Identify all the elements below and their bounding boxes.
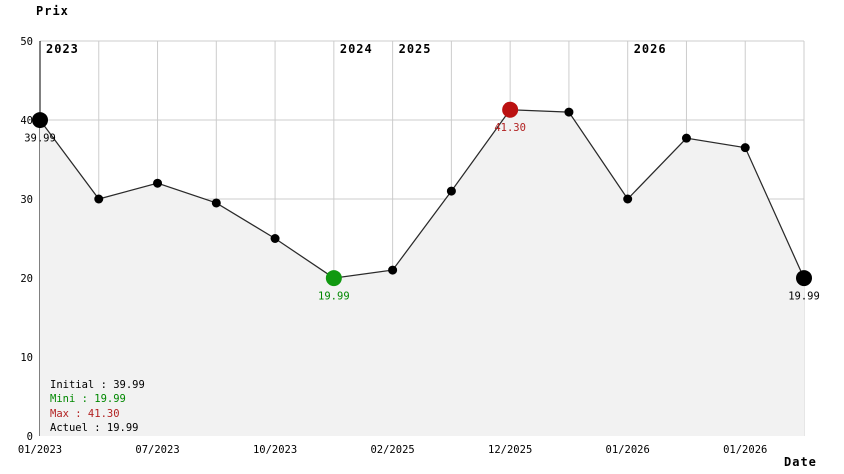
point-value-label: 41.30 (494, 122, 526, 134)
y-axis-title: Prix (36, 4, 69, 18)
point-value-label: 19.99 (788, 291, 820, 303)
point-value-label: 19.99 (318, 291, 350, 303)
data-point-marker (32, 112, 48, 129)
data-point-marker (153, 178, 163, 188)
data-point-marker (564, 107, 574, 117)
y-tick-label: 10 (20, 352, 33, 364)
year-label: 2026 (634, 42, 667, 56)
price-line (39, 109, 805, 279)
data-point-marker (740, 143, 750, 153)
data-point-marker (623, 194, 633, 204)
chart-legend: Initial : 39.99 Mini : 19.99 Max : 41.30 Ac… (50, 378, 145, 436)
x-axis-title: Date (784, 455, 817, 469)
data-point-marker (502, 101, 519, 118)
price-area-fill (40, 109, 804, 436)
x-tick-label: 01/2026 (723, 444, 767, 456)
data-point-marker (211, 198, 221, 208)
x-tick-label: 01/2023 (18, 444, 62, 456)
y-tick-label: 20 (20, 273, 33, 285)
year-label: 2024 (340, 42, 373, 56)
x-tick-label: 10/2023 (253, 444, 297, 456)
data-point-marker (681, 133, 691, 143)
year-label: 2025 (399, 42, 432, 56)
legend-item-actuel: Actuel : 19.99 (50, 422, 139, 435)
data-point-marker (446, 186, 456, 196)
year-label: 2023 (46, 42, 79, 56)
legend-item-initial: Initial : 39.99 (50, 379, 145, 391)
x-tick-label: 02/2025 (370, 444, 414, 456)
point-value-label: 39.99 (24, 133, 56, 145)
data-point-marker (796, 270, 812, 287)
data-point-marker (270, 234, 280, 243)
x-tick-label: 07/2023 (135, 444, 179, 456)
legend-item-mini: Mini : 19.99 (50, 393, 126, 406)
data-point-marker (388, 265, 398, 275)
legend-item-max: Max : 41.30 (50, 407, 120, 420)
data-point-marker (94, 194, 104, 204)
x-tick-label: 01/2026 (606, 444, 650, 456)
x-tick-label: 12/2025 (488, 444, 532, 456)
data-point-marker (325, 270, 342, 287)
y-tick-label: 30 (20, 194, 33, 206)
y-tick-label: 50 (20, 36, 33, 48)
y-tick-label: 40 (20, 115, 33, 127)
y-tick-label: 0 (27, 431, 33, 443)
